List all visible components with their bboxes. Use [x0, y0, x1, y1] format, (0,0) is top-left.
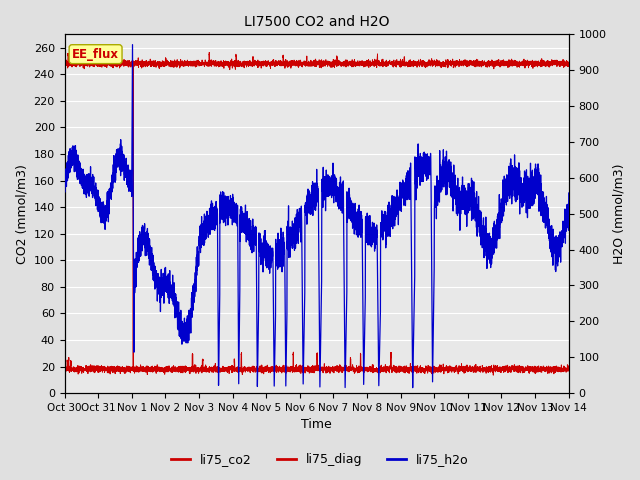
Legend: li75_co2, li75_diag, li75_h2o: li75_co2, li75_diag, li75_h2o	[166, 448, 474, 471]
Y-axis label: CO2 (mmol/m3): CO2 (mmol/m3)	[15, 164, 28, 264]
Title: LI7500 CO2 and H2O: LI7500 CO2 and H2O	[244, 15, 389, 29]
Y-axis label: H2O (mmol/m3): H2O (mmol/m3)	[612, 164, 625, 264]
Text: EE_flux: EE_flux	[72, 48, 119, 60]
X-axis label: Time: Time	[301, 419, 332, 432]
